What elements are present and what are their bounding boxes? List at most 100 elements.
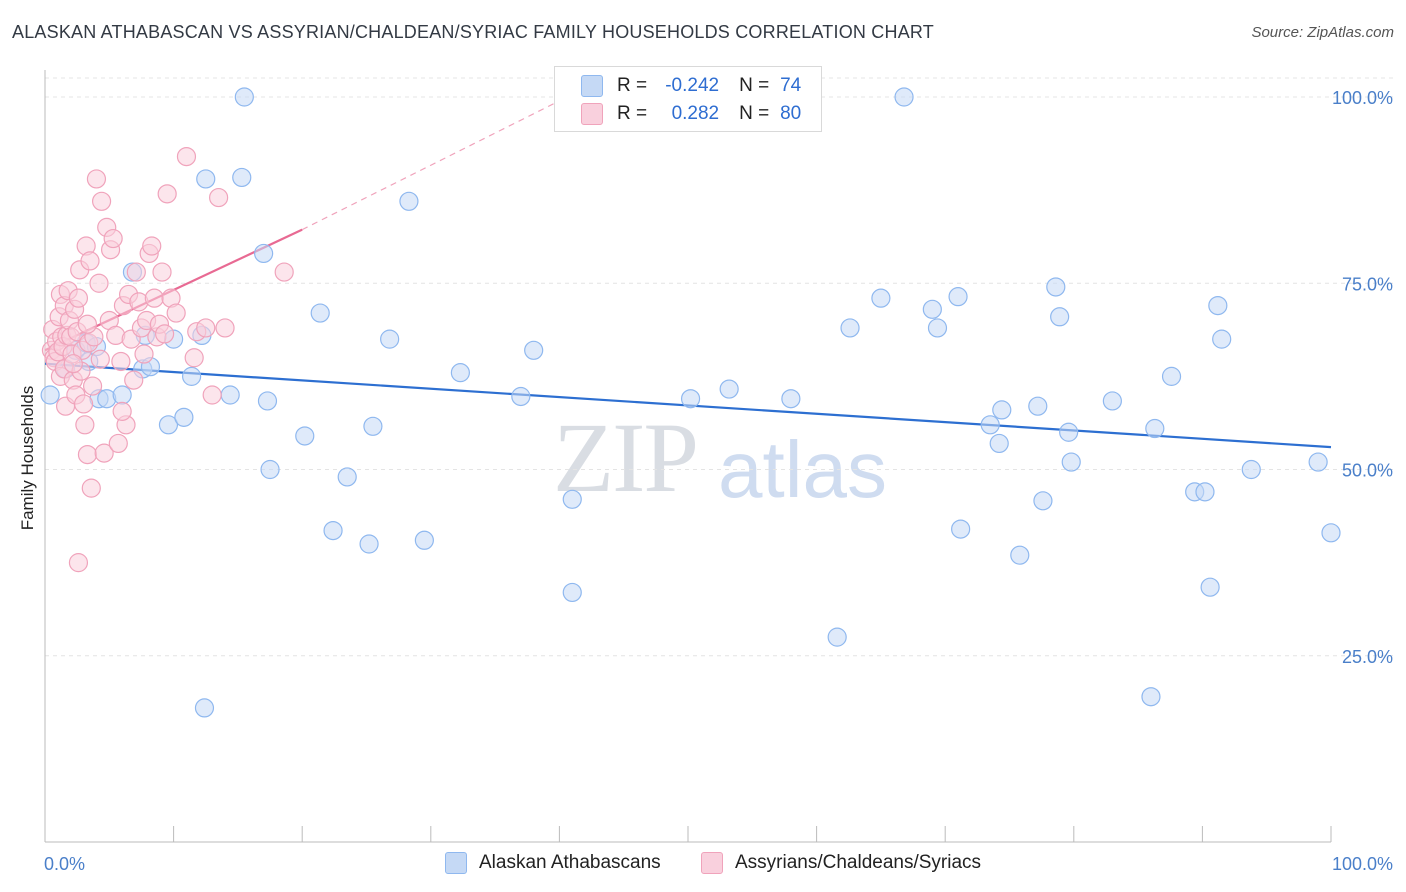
series-swatch-assyrian: [701, 852, 723, 874]
point-assyrian: [209, 187, 229, 208]
point-assyrian: [77, 314, 98, 334]
point-assyrian: [152, 262, 172, 282]
point-assyrian: [108, 433, 128, 454]
point-athabascan: [380, 329, 400, 349]
x-tick-label-max: 100.0%: [1332, 854, 1393, 874]
point-athabascan: [1046, 277, 1066, 297]
point-athabascan: [927, 318, 948, 338]
y-tick-label: 25.0%: [1342, 647, 1393, 667]
point-assyrian: [144, 288, 164, 308]
point-assyrian: [94, 443, 114, 463]
point-athabascan: [781, 389, 801, 409]
series-label-assyrian: Assyrians/Chaldeans/Syriacs: [735, 852, 982, 873]
point-athabascan: [174, 407, 194, 427]
point-assyrian: [154, 324, 175, 344]
x-tick-label-min: 0.0%: [44, 854, 85, 874]
y-tick-label: 100.0%: [1332, 88, 1393, 108]
series-legend-athabascan: Alaskan Athabascans: [445, 852, 661, 874]
legend-r-value-athabascan: -0.242: [665, 75, 720, 96]
point-athabascan: [220, 385, 240, 405]
point-athabascan: [1308, 452, 1328, 472]
point-assyrian: [202, 385, 222, 405]
legend-row-assyrian: R = 0.282 N = 80: [581, 101, 801, 127]
point-athabascan: [511, 386, 531, 407]
point-athabascan: [1161, 366, 1182, 386]
point-assyrian: [82, 376, 103, 396]
series-swatch-athabascan: [445, 852, 467, 874]
point-assyrian: [77, 445, 98, 465]
legend-n-value-assyrian: 80: [780, 103, 802, 124]
legend-r-value-assyrian: 0.282: [671, 103, 720, 124]
point-assyrian: [111, 351, 131, 372]
data-points: [40, 87, 1341, 718]
point-assyrian: [68, 288, 89, 308]
point-assyrian: [126, 262, 146, 282]
point-athabascan: [980, 415, 1000, 435]
point-athabascan: [719, 379, 739, 399]
point-athabascan: [1102, 391, 1122, 411]
point-athabascan: [310, 303, 330, 323]
point-athabascan: [680, 389, 701, 409]
point-assyrian: [176, 147, 197, 167]
point-assyrian: [274, 262, 294, 282]
point-athabascan: [1010, 545, 1030, 565]
point-athabascan: [1050, 307, 1070, 327]
point-athabascan: [232, 167, 252, 188]
point-athabascan: [827, 627, 847, 647]
point-athabascan: [363, 416, 383, 436]
point-assyrian: [112, 401, 132, 421]
legend-r-label: R =: [617, 103, 648, 124]
point-athabascan: [1195, 482, 1215, 502]
point-athabascan: [524, 340, 544, 360]
y-tick-label: 50.0%: [1342, 461, 1393, 481]
point-athabascan: [562, 489, 582, 509]
point-athabascan: [450, 363, 470, 383]
point-athabascan: [257, 391, 278, 411]
point-athabascan: [894, 87, 914, 107]
point-assyrian: [196, 318, 216, 338]
point-athabascan: [1241, 459, 1261, 480]
legend-swatch-assyrian: [581, 103, 603, 125]
point-assyrian: [134, 344, 154, 364]
legend-n-value-athabascan: 74: [780, 75, 802, 96]
point-assyrian: [124, 370, 144, 390]
point-athabascan: [1033, 491, 1053, 511]
point-athabascan: [359, 534, 379, 554]
point-athabascan: [112, 385, 132, 405]
point-athabascan: [234, 87, 254, 107]
point-assyrian: [75, 415, 95, 435]
point-assyrian: [89, 273, 109, 293]
legend-r-label: R =: [617, 75, 648, 96]
point-athabascan: [922, 299, 942, 319]
point-athabascan: [871, 288, 891, 308]
gridlines: [45, 77, 1393, 657]
point-athabascan: [254, 243, 274, 264]
point-assyrian: [80, 251, 100, 271]
chart-title: ALASKAN ATHABASCAN VS ASSYRIAN/CHALDEAN/…: [12, 22, 934, 42]
point-athabascan: [948, 287, 968, 307]
point-athabascan: [989, 433, 1009, 454]
point-assyrian: [157, 184, 177, 204]
point-athabascan: [1208, 296, 1228, 316]
point-athabascan: [840, 318, 860, 338]
y-tick-label: 75.0%: [1342, 274, 1393, 294]
legend-n-label: N =: [739, 75, 770, 96]
point-athabascan: [295, 426, 315, 446]
point-athabascan: [40, 385, 60, 405]
point-athabascan: [414, 530, 434, 550]
point-athabascan: [194, 698, 215, 718]
point-athabascan: [1321, 523, 1341, 543]
trend-extension-assyrian: [301, 96, 568, 231]
point-assyrian: [86, 169, 107, 189]
point-assyrian: [103, 228, 123, 249]
point-assyrian: [81, 478, 101, 498]
point-athabascan: [399, 191, 419, 211]
point-athabascan: [1059, 422, 1079, 442]
point-athabascan: [992, 400, 1012, 420]
tick-labels: 25.0% 50.0% 75.0% 100.0% 0.0% 100.0%: [44, 88, 1393, 874]
point-athabascan: [562, 582, 582, 603]
point-athabascan: [1200, 577, 1220, 597]
point-athabascan: [1212, 329, 1232, 349]
point-athabascan: [196, 169, 216, 189]
series-label-athabascan: Alaskan Athabascans: [479, 852, 661, 873]
